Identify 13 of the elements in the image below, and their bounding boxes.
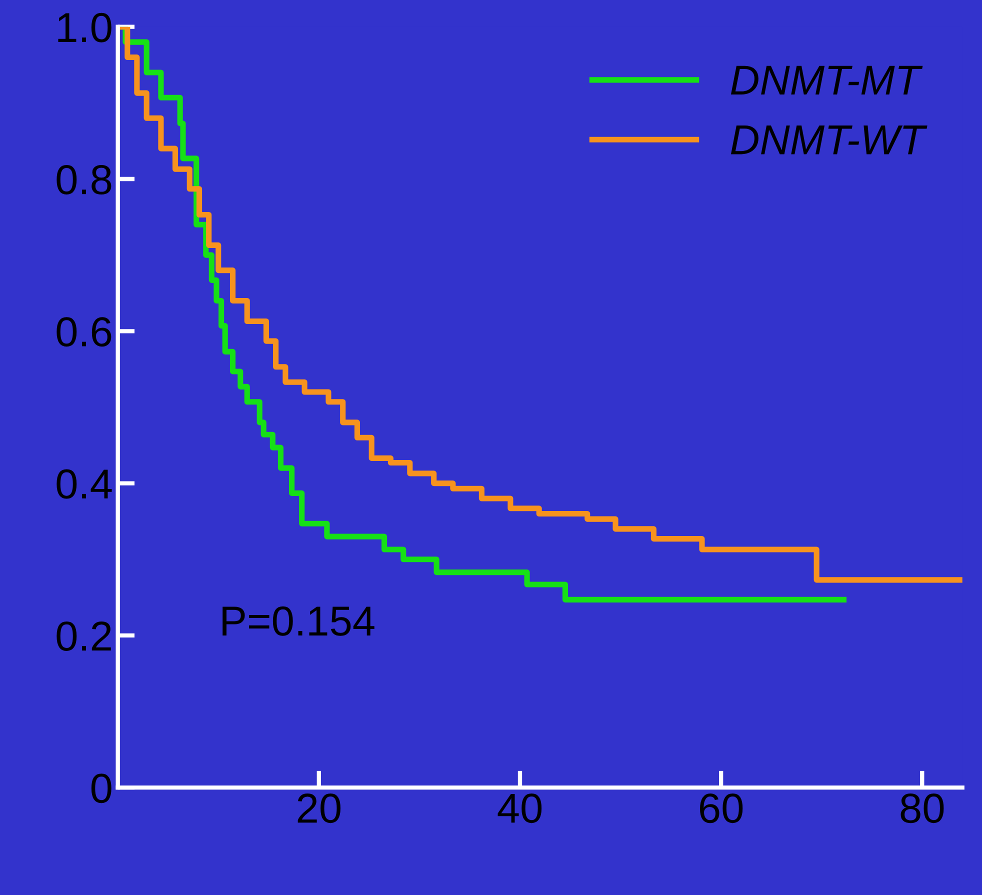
y-tick-label: 0.6 [56, 317, 112, 347]
legend-label: DNMT-WT [730, 126, 928, 154]
x-tick-label: 40 [498, 794, 542, 824]
y-tick-label: 0 [91, 774, 112, 804]
y-tick-label: 0.4 [56, 469, 112, 499]
x-tick-label: 20 [298, 794, 340, 824]
annotation: P=0.154 [222, 606, 374, 636]
legend-label: DNMT-MT [730, 66, 923, 95]
y-tick-label: 0.8 [56, 165, 112, 195]
y-tick-label: 0.2 [56, 621, 111, 651]
x-tick-label: 60 [700, 794, 743, 824]
y-tick-label: 1.0 [58, 12, 112, 42]
x-tick-label: 80 [900, 794, 944, 824]
